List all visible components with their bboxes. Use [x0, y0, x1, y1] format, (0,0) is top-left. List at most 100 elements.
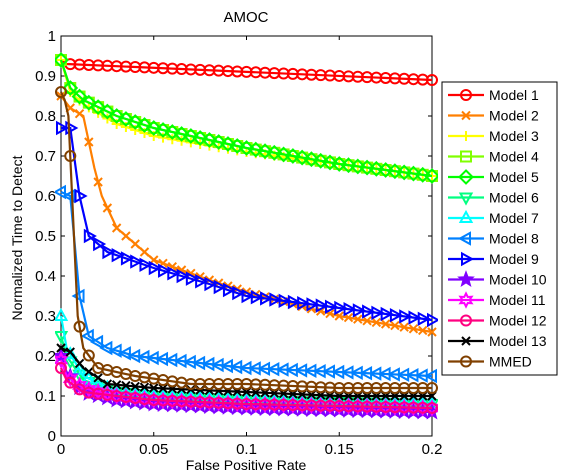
data-point-model-13: [102, 379, 113, 389]
data-point-model-9: [158, 263, 172, 278]
data-point-model-5: [386, 163, 403, 180]
data-point-model-13: [111, 380, 122, 390]
data-point-model-5: [90, 99, 107, 116]
data-point-model-9: [120, 251, 135, 266]
legend-marker: [458, 169, 474, 185]
data-point-model-5: [377, 162, 394, 178]
x-axis-label: False Positive Rate: [186, 457, 307, 473]
legend-entry-model-5: Model 5: [448, 169, 539, 185]
legend-label: Model 9: [489, 251, 539, 267]
legend-marker: [457, 270, 475, 288]
legend-label: Model 4: [489, 149, 539, 165]
series-model-12: [55, 362, 438, 414]
legend-label: Model 5: [489, 169, 539, 185]
data-point-model-8: [423, 368, 437, 384]
data-point-model-5: [368, 160, 385, 177]
legend-entry-model-6: Model 6: [448, 190, 539, 206]
data-point-model-2: [84, 137, 94, 147]
y-tick-label: 0.7: [35, 148, 56, 165]
data-point-model-5: [284, 148, 301, 164]
legend-label: Model 12: [489, 313, 547, 329]
data-point-model-5: [257, 143, 273, 160]
data-point-model-9: [222, 282, 237, 298]
series-line-model-12: [60, 367, 433, 410]
x-tick-label: 0: [57, 441, 65, 458]
data-point-model-9: [241, 288, 255, 304]
data-point-model-5: [405, 165, 422, 182]
data-point-model-9: [427, 312, 438, 328]
x-tick-label: 0.15: [325, 441, 354, 458]
data-point-mmed: [55, 86, 67, 98]
data-point-mmed: [426, 382, 438, 394]
data-point-model-9: [185, 271, 199, 286]
data-point-model-4: [55, 54, 67, 66]
y-tick-label: 0.4: [35, 268, 56, 285]
data-point-model-5: [71, 88, 88, 105]
data-point-model-5: [182, 128, 199, 144]
data-point-model-5: [275, 146, 292, 163]
data-point-model-9: [204, 276, 218, 292]
series-model-1: [55, 54, 438, 86]
data-point-model-2: [130, 239, 140, 249]
data-point-model-2: [380, 319, 391, 329]
data-point-model-5: [322, 154, 338, 171]
data-point-model-2: [121, 231, 131, 241]
data-point-model-9: [408, 310, 422, 325]
data-point-model-9: [213, 279, 227, 295]
data-point-model-8: [90, 334, 104, 350]
y-tick-label: 0.8: [35, 108, 56, 125]
legend-marker: [461, 131, 471, 141]
y-tick-label: 0.5: [35, 228, 56, 245]
data-point-model-2: [93, 177, 103, 187]
data-point-model-5: [396, 164, 413, 181]
legend-entry-model-10: Model 10: [448, 270, 547, 288]
data-point-model-2: [427, 327, 437, 337]
data-point-model-5: [164, 124, 181, 140]
y-tick-label: 0.9: [35, 68, 56, 85]
data-point-model-9: [111, 248, 125, 263]
x-tick-label: 0.2: [422, 441, 443, 458]
data-point-model-9: [269, 292, 283, 307]
data-point-model-5: [99, 103, 116, 120]
y-tick-label: 0.3: [35, 308, 56, 325]
data-point-model-9: [417, 311, 431, 326]
y-tick-label: 0.2: [35, 348, 56, 365]
data-point-model-9: [306, 297, 320, 312]
legend-entry-model-4: Model 4: [448, 149, 539, 165]
data-point-model-9: [260, 291, 274, 306]
data-point-model-13: [74, 358, 85, 369]
data-point-model-5: [238, 140, 255, 156]
data-point-model-5: [55, 52, 69, 68]
data-point-model-9: [195, 274, 209, 289]
chart-title: AMOC: [224, 9, 269, 26]
data-point-model-8: [55, 184, 66, 200]
legend-marker: [460, 314, 472, 327]
data-point-model-8: [71, 288, 85, 304]
data-point-model-13: [56, 343, 66, 353]
data-point-model-2: [102, 203, 113, 213]
data-point-model-5: [312, 152, 329, 169]
data-point-model-9: [297, 296, 311, 311]
legend-marker: [461, 251, 475, 267]
data-point-model-5: [155, 122, 171, 138]
data-point-model-9: [324, 299, 339, 314]
data-point-model-2: [408, 324, 419, 334]
data-point-model-5: [145, 120, 162, 136]
data-point-model-11: [71, 376, 88, 395]
legend-entry-model-1: Model 1: [448, 87, 539, 103]
legend-marker: [458, 209, 474, 223]
data-point-model-12: [426, 402, 438, 414]
legend-entry-model-7: Model 7: [448, 209, 539, 226]
data-point-model-9: [56, 120, 70, 136]
data-point-model-9: [130, 254, 144, 269]
data-point-model-2: [371, 317, 382, 328]
data-point-model-2: [399, 322, 409, 332]
data-point-model-9: [399, 309, 413, 324]
data-point-model-5: [359, 159, 375, 176]
data-point-model-5: [210, 134, 227, 150]
x-tick-label: 0.1: [236, 441, 257, 458]
data-point-model-13: [93, 373, 103, 383]
data-point-model-9: [315, 298, 329, 313]
data-point-model-11: [55, 351, 69, 369]
